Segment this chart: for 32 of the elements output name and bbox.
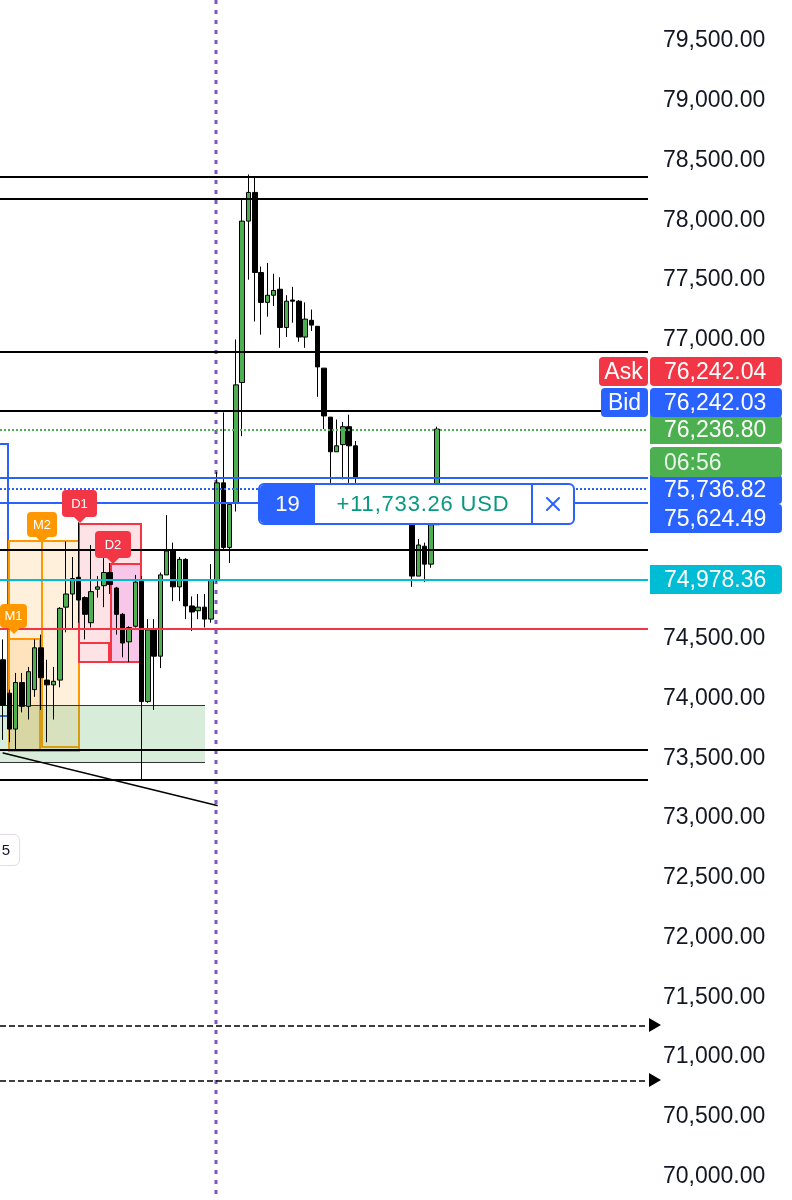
y-tick-label: 72,500.00 (663, 863, 766, 890)
ref-line-label: 75,624.49 (664, 504, 767, 531)
ref-line-label: 76,236.80 (664, 415, 767, 442)
y-tick-label: 71,000.00 (663, 1042, 766, 1069)
y-tick-label: 73,500.00 (663, 743, 766, 770)
annotation: +11,733.26 USD (336, 491, 510, 516)
annotation: M1 (4, 608, 23, 623)
ref-line-label: 75,736.82 (664, 475, 767, 502)
y-tick-label: 78,500.00 (663, 145, 766, 172)
y-tick-label: 74,500.00 (663, 624, 766, 651)
ref-line-label: 74,978.36 (664, 566, 767, 593)
annotation: M2 (32, 517, 52, 532)
annotation: Ask (604, 358, 643, 384)
annotation: Bid (607, 389, 642, 415)
text: 06:56 (664, 449, 722, 475)
annotation: D1 (71, 496, 88, 511)
annotation: 19 (275, 491, 300, 516)
y-tick-label: 78,000.00 (663, 205, 766, 232)
y-tick-label: 73,000.00 (663, 803, 766, 830)
text: 76,242.03 (664, 389, 767, 415)
annotation: 5 (1, 841, 11, 858)
y-tick-label: 79,500.00 (663, 26, 766, 53)
y-tick-label: 77,500.00 (663, 265, 766, 292)
y-tick-label: 70,000.00 (663, 1161, 766, 1188)
y-tick-label: 74,000.00 (663, 683, 766, 710)
y-tick-label: 70,500.00 (663, 1102, 766, 1129)
y-tick-label: 72,000.00 (663, 922, 766, 949)
y-tick-label: 79,000.00 (663, 86, 766, 113)
y-tick-label: 71,500.00 (663, 982, 766, 1009)
annotation: D2 (104, 537, 122, 552)
text: 76,242.04 (664, 358, 767, 384)
y-tick-label: 77,000.00 (663, 325, 766, 352)
